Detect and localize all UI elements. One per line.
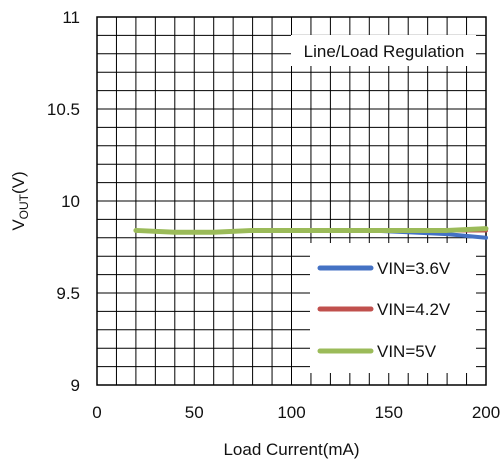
- series-layer: [133, 226, 489, 240]
- y-tick-label: 10.5: [47, 100, 80, 119]
- y-tick-labels: 9 9.5 10 10.5 11: [47, 8, 80, 395]
- chart-title: Line/Load Regulation: [304, 42, 465, 61]
- y-axis-title-subscript: OUT: [17, 193, 31, 219]
- legend-label-1: VIN=3.6V: [377, 259, 451, 278]
- y-tick-label: 9.5: [56, 284, 80, 303]
- x-tick-label: 200: [472, 403, 500, 422]
- legend: VIN=3.6V VIN=4.2V VIN=5V: [310, 243, 476, 373]
- chart-title-background: [291, 35, 476, 66]
- legend-label-2: VIN=4.2V: [377, 300, 451, 319]
- x-tick-label: 150: [375, 403, 403, 422]
- chart-title-box: Line/Load Regulation: [291, 35, 476, 66]
- y-tick-label: 9: [71, 376, 80, 395]
- x-tick-label: 50: [185, 403, 204, 422]
- y-axis-title-main: V: [9, 219, 28, 231]
- series-line-3: [133, 226, 489, 235]
- legend-label-3: VIN=5V: [377, 342, 437, 361]
- plot-area: [96, 16, 487, 386]
- y-axis-title: VOUT(V): [9, 171, 31, 230]
- y-tick-label: 10: [61, 192, 80, 211]
- x-tick-label: 100: [277, 403, 305, 422]
- x-tick-label: 0: [92, 403, 101, 422]
- x-axis-title: Load Current(mA): [223, 440, 359, 459]
- y-axis-title-unit: (V): [9, 171, 28, 194]
- y-tick-label: 11: [62, 8, 80, 27]
- x-tick-labels: 0 50 100 150 200: [92, 403, 500, 422]
